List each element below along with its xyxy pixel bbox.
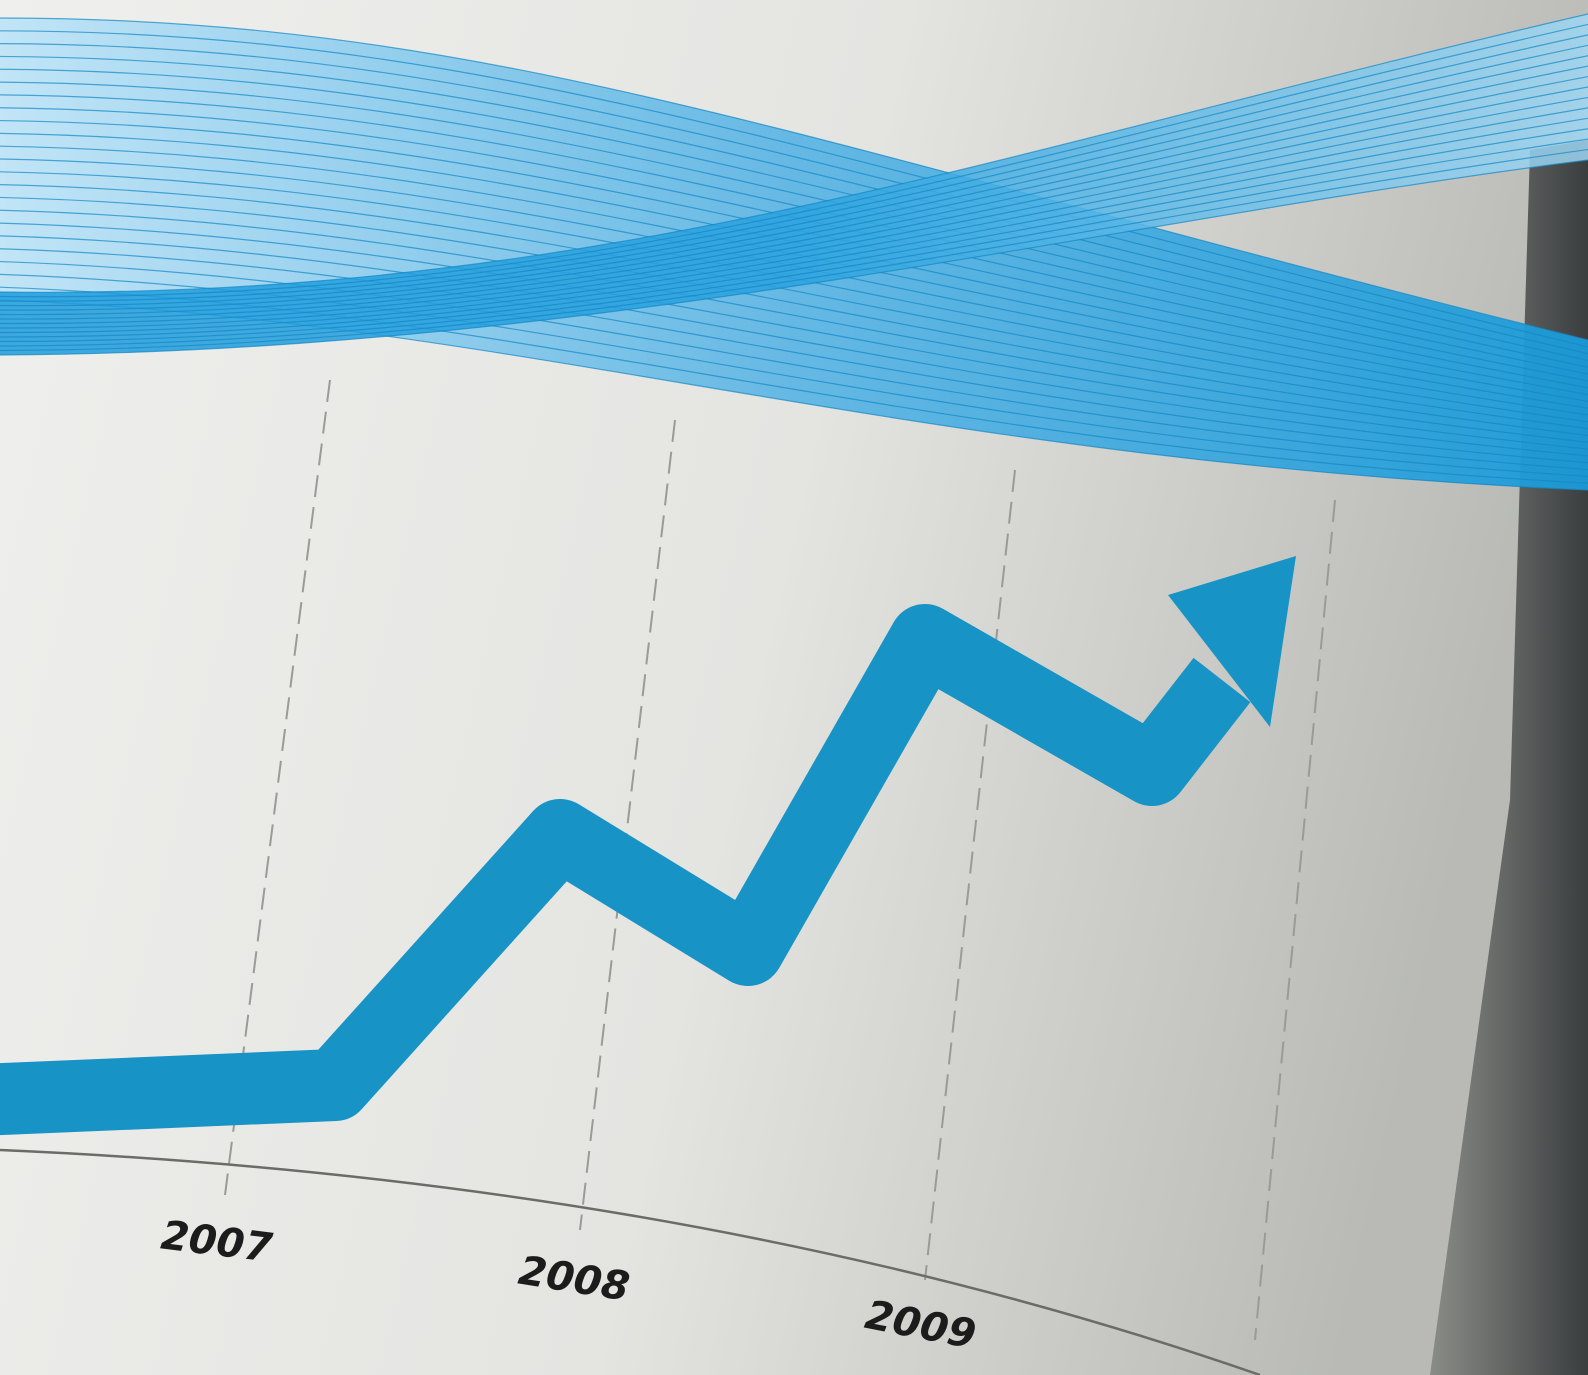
- wave-line: [0, 248, 1588, 464]
- wave-line: [0, 17, 1588, 341]
- wave-line: [0, 138, 1588, 347]
- wave-line: [0, 43, 1588, 355]
- wave-line: [0, 235, 1588, 457]
- wave-line: [0, 81, 1588, 375]
- wave-line: [0, 75, 1588, 320]
- wave-line: [0, 128, 1588, 343]
- wave-line: [0, 30, 1588, 348]
- wave-line: [0, 107, 1588, 389]
- wave-line: [0, 34, 1588, 302]
- wave-line: [0, 55, 1588, 362]
- wave-line: [0, 55, 1588, 311]
- wave-line: [0, 107, 1588, 334]
- wave-line: [0, 159, 1588, 356]
- waves: [0, 13, 1588, 491]
- wave-line: [0, 209, 1588, 443]
- arrow-head: [1168, 556, 1296, 727]
- wave-line: [0, 222, 1588, 450]
- wave-line: [0, 96, 1588, 329]
- wave-line: [0, 148, 1588, 352]
- gridline: [924, 469, 1016, 1281]
- wave-line: [0, 23, 1588, 298]
- wave-line: [0, 119, 1588, 396]
- wave-line: [0, 68, 1588, 368]
- wave-line: [0, 13, 1588, 293]
- wave-line: [0, 65, 1588, 316]
- wave-line: [0, 117, 1588, 338]
- axis-line: [0, 1148, 1261, 1375]
- wave-line: [0, 132, 1588, 402]
- wave-line: [0, 86, 1588, 325]
- wave-line: [0, 44, 1588, 307]
- wave-line: [0, 260, 1588, 471]
- trend-arrow: [0, 604, 1251, 1136]
- gridline: [1254, 499, 1336, 1341]
- gridline: [579, 419, 676, 1231]
- wave-line: [0, 94, 1588, 382]
